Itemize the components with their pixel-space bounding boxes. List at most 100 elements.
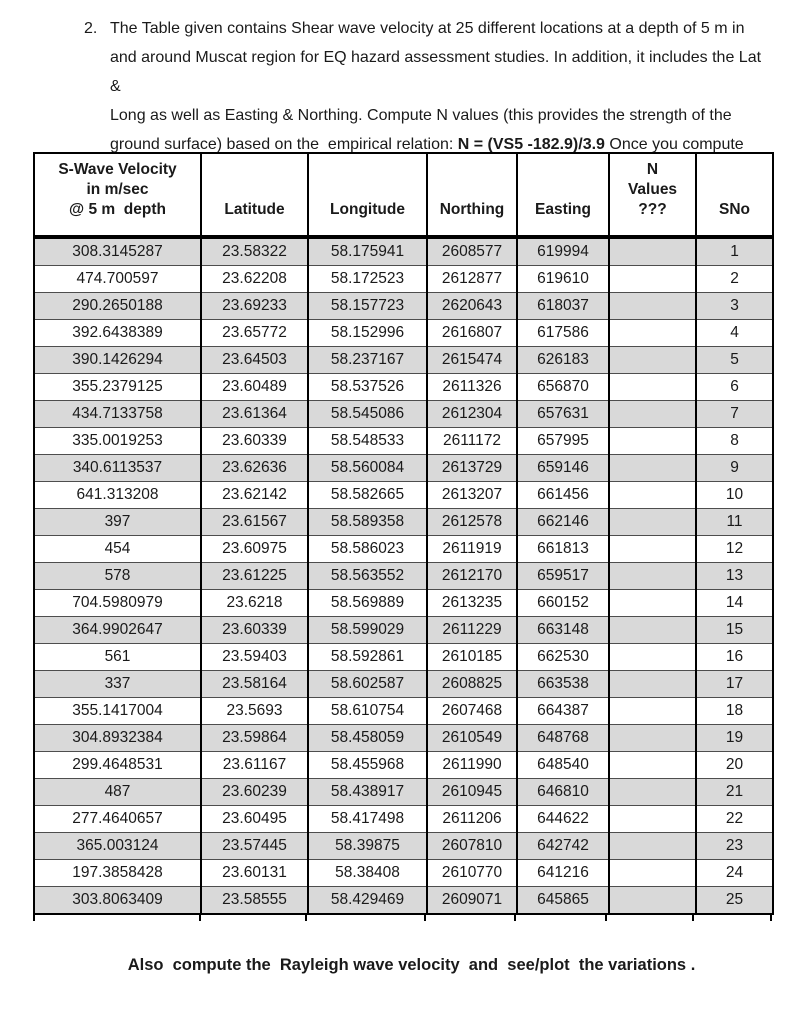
cell-n_value: [608, 481, 697, 509]
cell-easting: 648540: [516, 751, 610, 779]
cell-lon: 58.39875: [307, 832, 428, 860]
cell-lat: 23.58322: [200, 236, 309, 266]
cell-easting: 661813: [516, 535, 610, 563]
cell-n_value: [608, 508, 697, 536]
problem-text-line-4: ground surface) based on the empirical r…: [110, 130, 770, 188]
cell-lat: 23.60489: [200, 373, 309, 401]
cell-northing: 2607810: [426, 832, 518, 860]
cell-n_value: [608, 346, 697, 374]
cell-velocity: 355.1417004: [33, 697, 202, 725]
footer-instruction: Also compute the Rayleigh wave velocity …: [127, 956, 696, 974]
table-row: 308.3145287 23.58322 58.175941 2608577 61999…: [33, 236, 774, 266]
cell-n_value: [608, 616, 697, 644]
cell-velocity: 365.003124: [33, 832, 202, 860]
cell-lat: 23.61364: [200, 400, 309, 428]
cell-northing: 2612304: [426, 400, 518, 428]
cell-n_value: [608, 805, 697, 833]
cell-sno: 16: [695, 643, 774, 671]
problem-text-segment: ground surface) based on the empirical r…: [110, 136, 458, 153]
cell-lat: 23.5693: [200, 697, 309, 725]
cell-northing: 2608825: [426, 670, 518, 698]
cell-lat: 23.59403: [200, 643, 309, 671]
cell-n_value: [608, 886, 697, 915]
shear-wave-table: S-Wave Velocity in m/sec @ 5 m depth Lat…: [33, 152, 774, 915]
table-row: 704.5980979 23.6218 58.569889 2613235 660152…: [33, 589, 774, 617]
cell-lon: 58.582665: [307, 481, 428, 509]
cell-lon: 58.438917: [307, 778, 428, 806]
table-row: 365.003124 23.57445 58.39875 2607810 642742 2…: [33, 832, 774, 860]
column-line-stub: [199, 915, 201, 921]
problem-text-line-2: and around Muscat region for EQ hazard a…: [110, 49, 766, 95]
cell-lat: 23.60131: [200, 859, 309, 887]
cell-northing: 2610770: [426, 859, 518, 887]
cell-lon: 58.610754: [307, 697, 428, 725]
cell-lon: 58.563552: [307, 562, 428, 590]
cell-n_value: [608, 373, 697, 401]
cell-easting: 660152: [516, 589, 610, 617]
cell-lon: 58.548533: [307, 427, 428, 455]
cell-lat: 23.62208: [200, 265, 309, 293]
column-line-stub: [514, 915, 516, 921]
col-header-easting: Easting: [516, 153, 610, 239]
cell-n_value: [608, 265, 697, 293]
col-header-nvalues-line: N: [646, 161, 659, 178]
cell-northing: 2613729: [426, 454, 518, 482]
cell-easting: 619610: [516, 265, 610, 293]
cell-velocity: 434.7133758: [33, 400, 202, 428]
header-row: S-Wave Velocity in m/sec @ 5 m depth Lat…: [33, 153, 774, 239]
cell-northing: 2611326: [426, 373, 518, 401]
cell-lon: 58.592861: [307, 643, 428, 671]
cell-sno: 22: [695, 805, 774, 833]
cell-n_value: [608, 236, 697, 266]
cell-easting: 663148: [516, 616, 610, 644]
col-header-velocity-line: in m/sec: [86, 181, 149, 198]
cell-velocity: 304.8932384: [33, 724, 202, 752]
cell-lon: 58.172523: [307, 265, 428, 293]
cell-northing: 2611990: [426, 751, 518, 779]
cell-lon: 58.157723: [307, 292, 428, 320]
cell-sno: 18: [695, 697, 774, 725]
col-header-latitude: Latitude: [200, 153, 309, 239]
cell-northing: 2616807: [426, 319, 518, 347]
cell-sno: 25: [695, 886, 774, 915]
cell-velocity: 561: [33, 643, 202, 671]
cell-n_value: [608, 292, 697, 320]
cell-northing: 2613207: [426, 481, 518, 509]
column-line-stub: [305, 915, 307, 921]
cell-velocity: 290.2650188: [33, 292, 202, 320]
cell-easting: 662146: [516, 508, 610, 536]
column-line-stub: [424, 915, 426, 921]
cell-lon: 58.458059: [307, 724, 428, 752]
table-row: 337 23.58164 58.602587 2608825 663538 17: [33, 670, 774, 698]
cell-easting: 641216: [516, 859, 610, 887]
list-number: 2.: [84, 20, 98, 37]
cell-sno: 24: [695, 859, 774, 887]
cell-lat: 23.64503: [200, 346, 309, 374]
cell-sno: 21: [695, 778, 774, 806]
cell-northing: 2609071: [426, 886, 518, 915]
table-row: 487 23.60239 58.438917 2610945 646810 21: [33, 778, 774, 806]
cell-n_value: [608, 427, 697, 455]
cell-velocity: 641.313208: [33, 481, 202, 509]
cell-easting: 619994: [516, 236, 610, 266]
cell-n_value: [608, 400, 697, 428]
cell-lon: 58.429469: [307, 886, 428, 915]
cell-easting: 646810: [516, 778, 610, 806]
cell-n_value: [608, 859, 697, 887]
column-line-stub: [770, 915, 772, 921]
cell-velocity: 454: [33, 535, 202, 563]
table-row: 355.1417004 23.5693 58.610754 2607468 664387…: [33, 697, 774, 725]
cell-n_value: [608, 724, 697, 752]
table-body: 308.3145287 23.58322 58.175941 2608577 61999…: [33, 236, 774, 915]
column-line-stub: [605, 915, 607, 921]
cell-velocity: 299.4648531: [33, 751, 202, 779]
cell-sno: 9: [695, 454, 774, 482]
cell-velocity: 308.3145287: [33, 236, 202, 266]
col-header-velocity-line: @ 5 m depth: [69, 201, 166, 218]
cell-lat: 23.65772: [200, 319, 309, 347]
cell-northing: 2612170: [426, 562, 518, 590]
table-row: 578 23.61225 58.563552 2612170 659517 13: [33, 562, 774, 590]
table-row: 303.8063409 23.58555 58.429469 2609071 64586…: [33, 886, 774, 915]
cell-n_value: [608, 751, 697, 779]
cell-n_value: [608, 319, 697, 347]
